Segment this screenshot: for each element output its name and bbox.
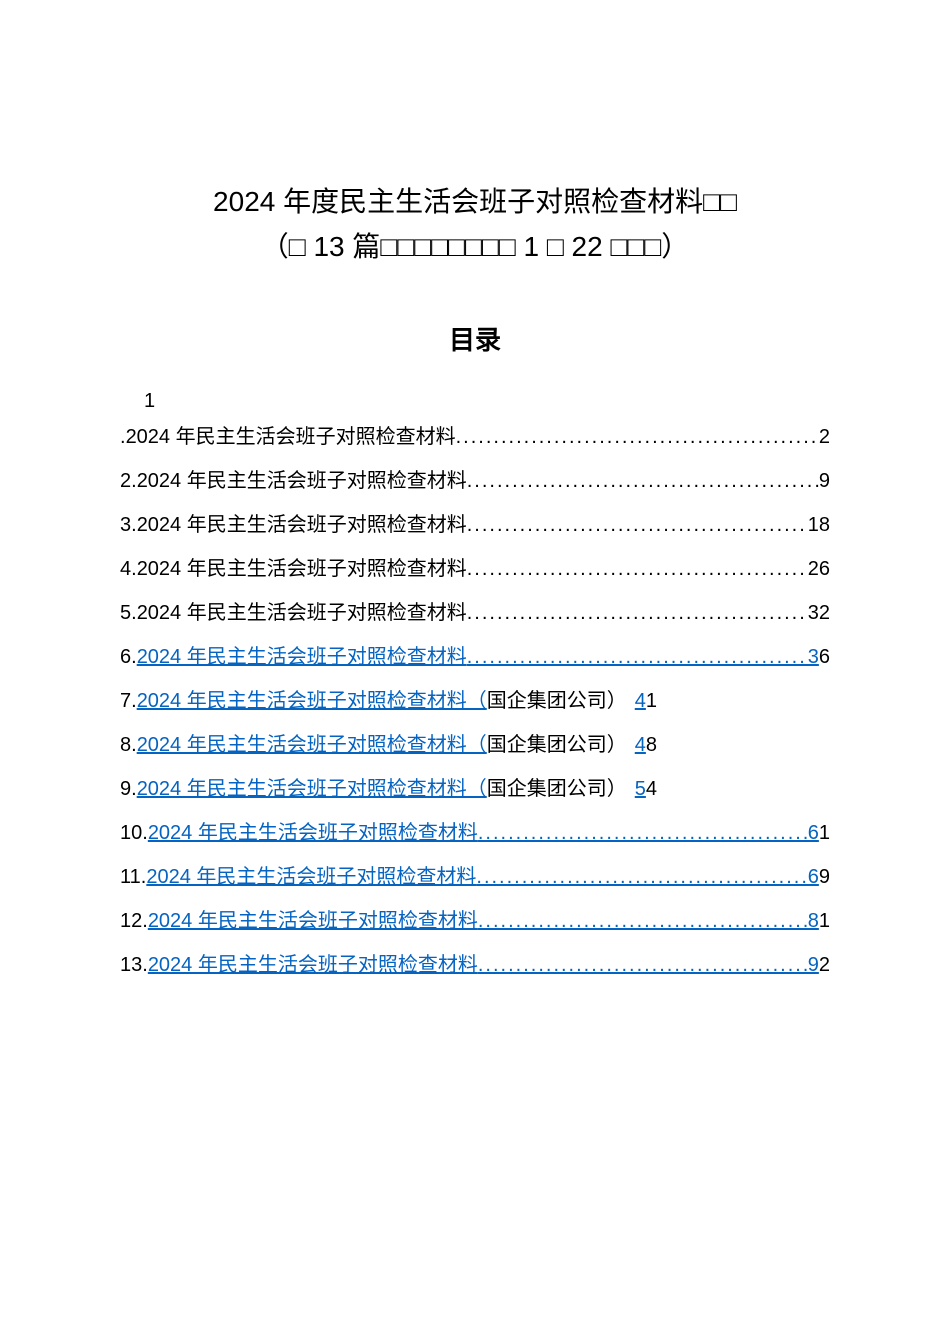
- toc-leader-dots: ........................................…: [467, 459, 819, 503]
- toc-prefix: 3.: [120, 503, 137, 547]
- toc-prefix: 8.: [120, 723, 137, 767]
- toc-prefix: 5.: [120, 591, 137, 635]
- toc-page-number[interactable]: 92: [808, 943, 830, 987]
- title-line-1: 2024 年度民主生活会班子对照检查材料□□: [120, 180, 830, 225]
- toc-heading: 目录: [120, 320, 830, 357]
- toc-entry-title[interactable]: 2024 年民主生活会班子对照检查材料（: [137, 767, 487, 811]
- toc-leader-dots: ........................................…: [478, 811, 808, 855]
- toc-leader-dots: ........................................…: [478, 899, 808, 943]
- toc-item: 9.2024 年民主生活会班子对照检查材料（国企集团公司）54: [120, 767, 830, 811]
- toc-prefix: 12.: [120, 899, 148, 943]
- toc-item: 11.2024 年民主生活会班子对照检查材料..................…: [120, 855, 830, 899]
- toc-page-number: 18: [808, 503, 830, 547]
- toc-prefix: 10.: [120, 811, 148, 855]
- title-line-2: （□ 13 篇□□□□□□□□ 1 □ 22 □□□）: [120, 225, 830, 270]
- toc-page-number[interactable]: 69: [808, 855, 830, 899]
- toc-entry-title[interactable]: 2024 年民主生活会班子对照检查材料（: [137, 723, 487, 767]
- toc-page-number: 32: [808, 591, 830, 635]
- toc-item: 5.2024 年民主生活会班子对照检查材料...................…: [120, 591, 830, 635]
- toc-entry-title: 2024 年民主生活会班子对照检查材料: [137, 591, 467, 635]
- toc-leader-dots: ........................................…: [456, 415, 819, 459]
- toc-leader-dots: ........................................…: [467, 503, 808, 547]
- toc-entry-title: 2024 年民主生活会班子对照检查材料: [137, 459, 467, 503]
- toc-entry-title: 2024 年民主生活会班子对照检查材料: [137, 547, 467, 591]
- toc-item: 7.2024 年民主生活会班子对照检查材料（国企集团公司）41: [120, 679, 830, 723]
- toc-page-number[interactable]: 54: [635, 767, 657, 811]
- toc-entry-title[interactable]: 2024 年民主生活会班子对照检查材料: [148, 943, 478, 987]
- toc-page-number: 9: [819, 459, 830, 503]
- toc-prefix: 9.: [120, 767, 137, 811]
- toc-page-number[interactable]: 48: [635, 723, 657, 767]
- toc-item: 10.2024 年民主生活会班子对照检查材料..................…: [120, 811, 830, 855]
- toc-entry-title[interactable]: 2024 年民主生活会班子对照检查材料: [137, 635, 467, 679]
- toc-entry-title[interactable]: 2024 年民主生活会班子对照检查材料: [146, 855, 476, 899]
- toc-list: .2024 年民主生活会班子对照检查材料....................…: [120, 415, 830, 987]
- toc-leader-dots: ........................................…: [467, 635, 808, 679]
- toc-page-number[interactable]: 81: [808, 899, 830, 943]
- document-title: 2024 年度民主生活会班子对照检查材料□□ （□ 13 篇□□□□□□□□ 1…: [120, 180, 830, 270]
- toc-item: 8.2024 年民主生活会班子对照检查材料（国企集团公司）48: [120, 723, 830, 767]
- toc-item: 4.2024 年民主生活会班子对照检查材料...................…: [120, 547, 830, 591]
- toc-page-number: 26: [808, 547, 830, 591]
- toc-prefix: 11.: [120, 855, 146, 899]
- toc-entry-title: 2024 年民主生活会班子对照检查材料: [137, 503, 467, 547]
- toc-page-number[interactable]: 61: [808, 811, 830, 855]
- toc-item: .2024 年民主生活会班子对照检查材料....................…: [120, 415, 830, 459]
- toc-page-number: 2: [819, 415, 830, 459]
- toc-leader-dots: ........................................…: [476, 855, 807, 899]
- toc-item: 13.2024 年民主生活会班子对照检查材料..................…: [120, 943, 830, 987]
- toc-leader-dots: ........................................…: [467, 591, 808, 635]
- toc-entry-title[interactable]: 2024 年民主生活会班子对照检查材料（: [137, 679, 487, 723]
- toc-page-number[interactable]: 41: [635, 679, 657, 723]
- toc-entry-title[interactable]: 2024 年民主生活会班子对照检查材料: [148, 899, 478, 943]
- toc-item: 6.2024 年民主生活会班子对照检查材料...................…: [120, 635, 830, 679]
- toc-prefix: 4.: [120, 547, 137, 591]
- toc-item: 3.2024 年民主生活会班子对照检查材料...................…: [120, 503, 830, 547]
- toc-entry-title: 2024 年民主生活会班子对照检查材料: [126, 415, 456, 459]
- toc-prefix: 13.: [120, 943, 148, 987]
- toc-prefix: 2.: [120, 459, 137, 503]
- toc-first-number: 1: [120, 387, 830, 415]
- toc-entry-suffix: 国企集团公司）: [487, 767, 627, 811]
- toc-prefix: 6.: [120, 635, 137, 679]
- toc-page-number[interactable]: 36: [808, 635, 830, 679]
- toc-item: 2.2024 年民主生活会班子对照检查材料...................…: [120, 459, 830, 503]
- toc-leader-dots: ........................................…: [478, 943, 808, 987]
- toc-entry-suffix: 国企集团公司）: [487, 723, 627, 767]
- toc-entry-title[interactable]: 2024 年民主生活会班子对照检查材料: [148, 811, 478, 855]
- toc-entry-suffix: 国企集团公司）: [487, 679, 627, 723]
- toc-item: 12.2024 年民主生活会班子对照检查材料..................…: [120, 899, 830, 943]
- toc-leader-dots: ........................................…: [467, 547, 808, 591]
- toc-prefix: 7.: [120, 679, 137, 723]
